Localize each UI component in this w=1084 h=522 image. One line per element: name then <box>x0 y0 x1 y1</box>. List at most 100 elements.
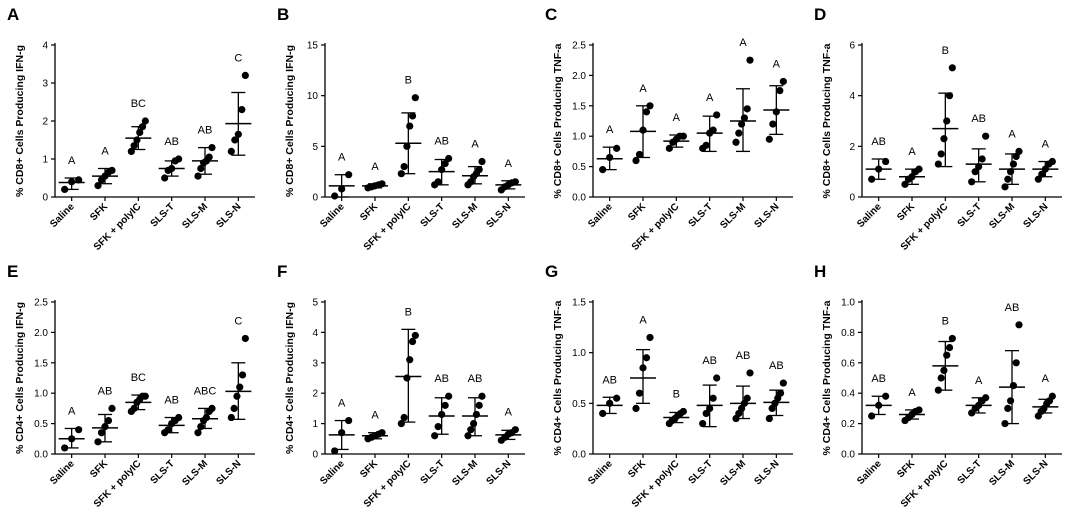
panel-g-point <box>646 333 654 342</box>
panel-a-xtick-label: SLS-N <box>214 201 243 230</box>
panel-f-sig-letter: A <box>371 410 379 422</box>
panel-d-xtick-label: Saline <box>855 201 884 230</box>
panel-c-point <box>765 135 773 143</box>
panel-a-ytick-label: 0 <box>42 193 48 204</box>
panel-c-point <box>743 105 751 113</box>
panel-a-letter: A <box>7 5 19 24</box>
panel-c-xtick-label: Saline <box>586 201 615 230</box>
panel-g-sig-letter: B <box>673 388 680 400</box>
panel-e-ytick-label: 0.0 <box>34 450 48 461</box>
panel-f-point <box>445 392 453 400</box>
panel-e-point <box>141 392 149 400</box>
panel-d-ytick-label: 0 <box>849 193 855 204</box>
panel-c-letter: C <box>545 5 557 24</box>
panel-b-point <box>331 192 339 200</box>
panel-a-point <box>197 164 205 173</box>
panel-d-point <box>940 135 948 143</box>
panel-h-point <box>943 351 951 359</box>
panel-c-ytick-label: 2.0 <box>572 71 586 82</box>
panel-c-xtick-label: SLS-T <box>687 201 715 229</box>
panel-h-sig-letter: A <box>1042 373 1050 385</box>
panel-h-point <box>882 392 890 400</box>
panel-h-ytick-label: 1.0 <box>841 298 855 309</box>
panel-d-sig-letter: A <box>1042 139 1050 151</box>
panel-f-point <box>400 413 408 422</box>
panel-c-point <box>679 132 687 140</box>
panel-c: C 0.0 0.5 1.0 1.5 2.0 2.5 % CD8+ Cells Producin… <box>545 5 793 253</box>
panel-f-point <box>403 374 411 382</box>
panel-d-point <box>943 117 951 125</box>
panel-f-xtick-label: SFK <box>358 458 380 480</box>
panel-b-letter: B <box>277 5 289 24</box>
panel-f-point <box>431 432 439 440</box>
panel-h-xtick-label: SFK <box>895 458 917 480</box>
panel-h-ytick-label: 0.2 <box>841 419 855 430</box>
panel-d-xtick-label: SLS-M <box>987 201 1017 231</box>
panel-f-ytick-label: 5 <box>312 298 318 309</box>
panel-d-point <box>978 155 986 163</box>
panel-a-ytick-label: 4 <box>42 41 48 52</box>
panel-h-ytick-label: 0.4 <box>841 389 855 400</box>
panel-b-sig-letter: A <box>471 139 479 151</box>
panel-a-sig-letter: A <box>101 146 109 158</box>
panel-a-sig-letter: BC <box>131 98 146 110</box>
panel-b: B 0 5 10 15 % CD8+ Cells Producing IFN-g Salin… <box>277 5 525 253</box>
panel-f-xtick-label: SLS-T <box>419 458 447 486</box>
panel-g-point <box>699 420 707 428</box>
panel-e-xtick-label: SLS-N <box>214 458 243 487</box>
panel-h-point <box>940 366 948 374</box>
panel-d-sig-letter: AB <box>871 136 886 148</box>
panel-g-point <box>679 407 687 416</box>
panel-c-xtick-label: SFK <box>626 201 648 223</box>
panel-g-point <box>713 374 721 382</box>
panel-c-ylabel: % CD8+ Cells Producing TNF-a <box>552 43 564 198</box>
panel-h-ytick-label: 0.6 <box>841 358 855 369</box>
panel-h-letter: H <box>814 262 826 281</box>
panel-e-sig-letter: A <box>68 405 76 417</box>
panel-g-point <box>613 394 621 402</box>
panel-d-point <box>948 64 956 72</box>
panel-e-ytick-label: 0.5 <box>34 419 48 430</box>
panel-h-point <box>1004 404 1012 412</box>
panel-d-xtick-label: SFK <box>895 201 917 223</box>
panel-b-point <box>478 157 486 166</box>
panel-g-point <box>776 389 785 397</box>
panel-g-point <box>709 394 717 402</box>
panel-b-sig-letter: A <box>505 158 513 170</box>
panel-e-point <box>227 413 235 422</box>
panel-g-sig-letter: AB <box>702 355 717 367</box>
panel-c-point <box>632 156 640 165</box>
panel-g-xtick-label: SLS-N <box>752 458 781 487</box>
panel-f-ylabel: % CD4+ Cells Producing IFN-g <box>284 302 296 454</box>
panel-c-sig-letter: A <box>739 37 747 49</box>
panel-g-sig-letter: A <box>639 314 647 326</box>
panel-g-xtick-label: SFK <box>626 458 648 480</box>
panel-e-ylabel: % CD4+ Cells Producing IFN-g <box>14 302 26 454</box>
panel-d-point <box>1015 147 1023 155</box>
panel-f-sig-letter: B <box>405 306 412 318</box>
panel-h-sig-letter: AB <box>871 373 886 385</box>
panel-c-point <box>665 144 673 152</box>
panel-d-point <box>1038 170 1046 178</box>
panel-a-sig-letter: A <box>68 155 76 167</box>
panel-a: A 0 1 2 3 4 % CD8+ Cells Producing IFN-g Saline… <box>7 5 255 253</box>
panel-f-point <box>408 337 417 346</box>
panel-e-ytick-label: 1.0 <box>34 389 48 400</box>
panel-b-point <box>511 178 519 186</box>
panel-b-ytick-label: 10 <box>307 91 319 102</box>
panel-a-xtick-label: SLS-T <box>149 201 177 229</box>
panel-d-point <box>934 160 942 168</box>
panel-d-point <box>945 92 954 100</box>
panel-e-sig-letter: BC <box>131 372 146 384</box>
panel-a-ytick-label: 3 <box>42 79 48 90</box>
panel-e-ytick-label: 1.5 <box>34 358 48 369</box>
panel-c-ytick-label: 0.0 <box>572 193 586 204</box>
panel-f-point <box>406 356 414 364</box>
panel-h-point <box>982 394 990 402</box>
panel-b-point <box>475 166 483 174</box>
panel-d-ylabel: % CD8+ Cells Producing TNF-a <box>821 43 833 198</box>
panel-h-point <box>1012 359 1020 367</box>
panel-f-sig-letter: AB <box>468 373 483 385</box>
panel-h-sig-letter: B <box>942 315 949 327</box>
